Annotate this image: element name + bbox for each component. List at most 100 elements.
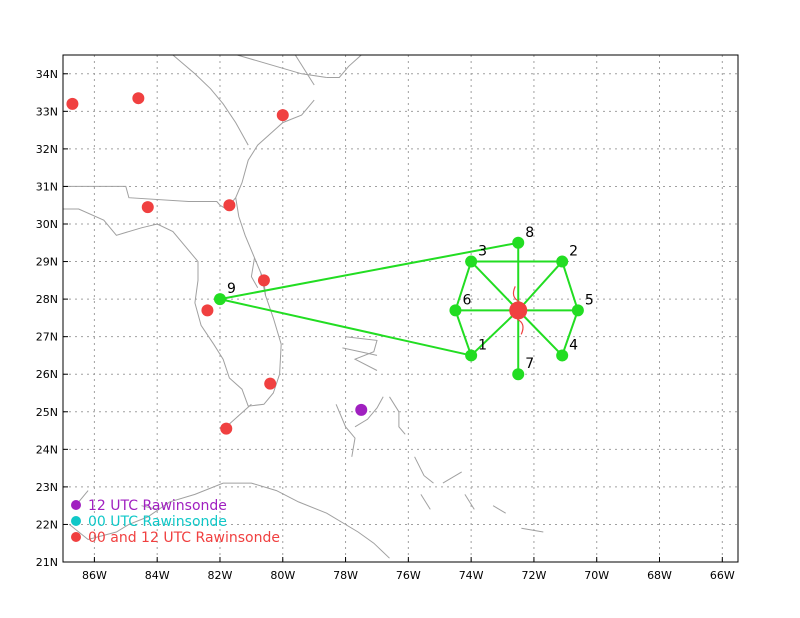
coastline: [141, 505, 158, 510]
track-line: [454, 310, 473, 356]
x-tick-label: 86W: [82, 569, 107, 582]
sample-point-2: [556, 255, 569, 268]
sample-point-label: 6: [462, 292, 471, 308]
track-line: [470, 309, 519, 357]
x-tick-label: 82W: [208, 569, 233, 582]
track-line: [219, 298, 472, 357]
y-tick-label: 27N: [36, 331, 58, 344]
coastline: [294, 55, 315, 86]
x-tick-label: 70W: [584, 569, 609, 582]
sample-point-1: [465, 349, 478, 362]
legend-label-rawinsonde_12utc: 12 UTC Rawinsonde: [88, 498, 227, 514]
y-tick-label: 23N: [36, 481, 58, 494]
track-line: [454, 261, 473, 311]
coastline: [335, 404, 356, 457]
plot-frame: [62, 54, 739, 563]
sample-point-label: 9: [227, 281, 236, 297]
grid-lines: [63, 55, 738, 562]
coastline: [63, 197, 282, 407]
sample-point-4: [556, 349, 569, 362]
rawinsonde-both-marker: [257, 274, 270, 287]
axis-ticks: 86W 84W 82W 80W 78W 76W 74W 72W 70W 68W 66W 21N 22N 2…: [36, 68, 735, 582]
coastline: [237, 55, 327, 78]
legend-label-rawinsonde_both: 00 and 12 UTC Rawinsonde: [88, 530, 280, 546]
x-tick-label: 66W: [710, 569, 735, 582]
sample-point-label: 4: [569, 337, 578, 353]
rawinsonde-both-marker: [201, 304, 214, 317]
legend-marker-rawinsonde_both: [71, 532, 81, 542]
coastline: [326, 55, 362, 78]
x-tick-label: 80W: [270, 569, 295, 582]
coastline: [521, 527, 544, 533]
rawinsonde-12utc-marker: [355, 403, 368, 416]
sample-point-6: [449, 304, 462, 317]
y-tick-label: 21N: [36, 556, 58, 569]
storm-symbol-arm-north: [512, 286, 520, 302]
track-line: [470, 260, 519, 312]
sample-point-5: [571, 304, 584, 317]
coastline: [141, 55, 144, 56]
sample-point-label: 8: [525, 225, 534, 241]
legend-marker-rawinsonde_00utc: [71, 516, 81, 526]
y-tick-label: 28N: [36, 293, 58, 306]
rawinsonde-both-marker: [264, 377, 277, 390]
rawinsonde-both-marker: [132, 92, 145, 105]
sample-point-label: 2: [569, 244, 578, 260]
y-tick-label: 34N: [36, 68, 58, 81]
x-tick-label: 76W: [396, 569, 421, 582]
y-tick-label: 33N: [36, 105, 58, 118]
coastline: [250, 257, 259, 289]
sample-point-label: 7: [525, 356, 534, 372]
x-tick-label: 78W: [333, 569, 358, 582]
coastline: [342, 347, 378, 356]
sample-point-7: [512, 368, 525, 381]
y-tick-label: 31N: [36, 180, 58, 193]
coastline: [354, 396, 384, 428]
storm-center-marker: [509, 301, 528, 320]
coastline: [345, 336, 378, 371]
rawinsonde-both-marker: [276, 109, 289, 122]
coastline: [68, 482, 390, 559]
sample-point-label: 3: [478, 244, 487, 260]
rawinsonde-both-marker: [223, 199, 236, 212]
coastline: [389, 396, 406, 435]
storm-symbol-arm-south: [516, 318, 524, 335]
sample-point-3: [465, 255, 478, 268]
y-tick-label: 29N: [36, 256, 58, 269]
x-tick-label: 72W: [521, 569, 546, 582]
track-line: [561, 261, 579, 311]
x-tick-label: 84W: [145, 569, 170, 582]
track-line: [517, 260, 563, 312]
rawinsonde-both-marker: [66, 97, 79, 110]
x-tick-label: 68W: [647, 569, 672, 582]
y-tick-label: 22N: [36, 518, 58, 531]
y-tick-label: 25N: [36, 406, 58, 419]
track-line: [219, 241, 519, 301]
storm-center: [509, 286, 528, 335]
rawinsonde-both-marker: [220, 422, 233, 435]
coastline: [235, 99, 315, 198]
sample-points: 1 2 3 4 5 6 7 8 9: [213, 225, 594, 381]
coastline: [172, 55, 249, 146]
sample-point-label: 5: [585, 292, 594, 308]
track-line: [517, 309, 563, 357]
y-tick-label: 30N: [36, 218, 58, 231]
rawinsonde-sites: [66, 92, 368, 435]
rawinsonde-both-marker: [141, 201, 154, 214]
sample-point-8: [512, 236, 525, 249]
sample-point-9: [213, 293, 226, 306]
legend-label-rawinsonde_00utc: 00 UTC Rawinsonde: [88, 514, 227, 530]
coastline: [225, 403, 252, 428]
sample-point-label: 1: [478, 337, 487, 353]
y-tick-label: 32N: [36, 143, 58, 156]
coastline: [492, 505, 506, 514]
coastline: [414, 456, 434, 484]
legend-marker-rawinsonde_12utc: [71, 500, 81, 510]
y-tick-label: 24N: [36, 443, 58, 456]
coastline: [442, 471, 462, 484]
coastline: [420, 494, 431, 510]
y-tick-label: 26N: [36, 368, 58, 381]
coastline: [370, 55, 373, 56]
